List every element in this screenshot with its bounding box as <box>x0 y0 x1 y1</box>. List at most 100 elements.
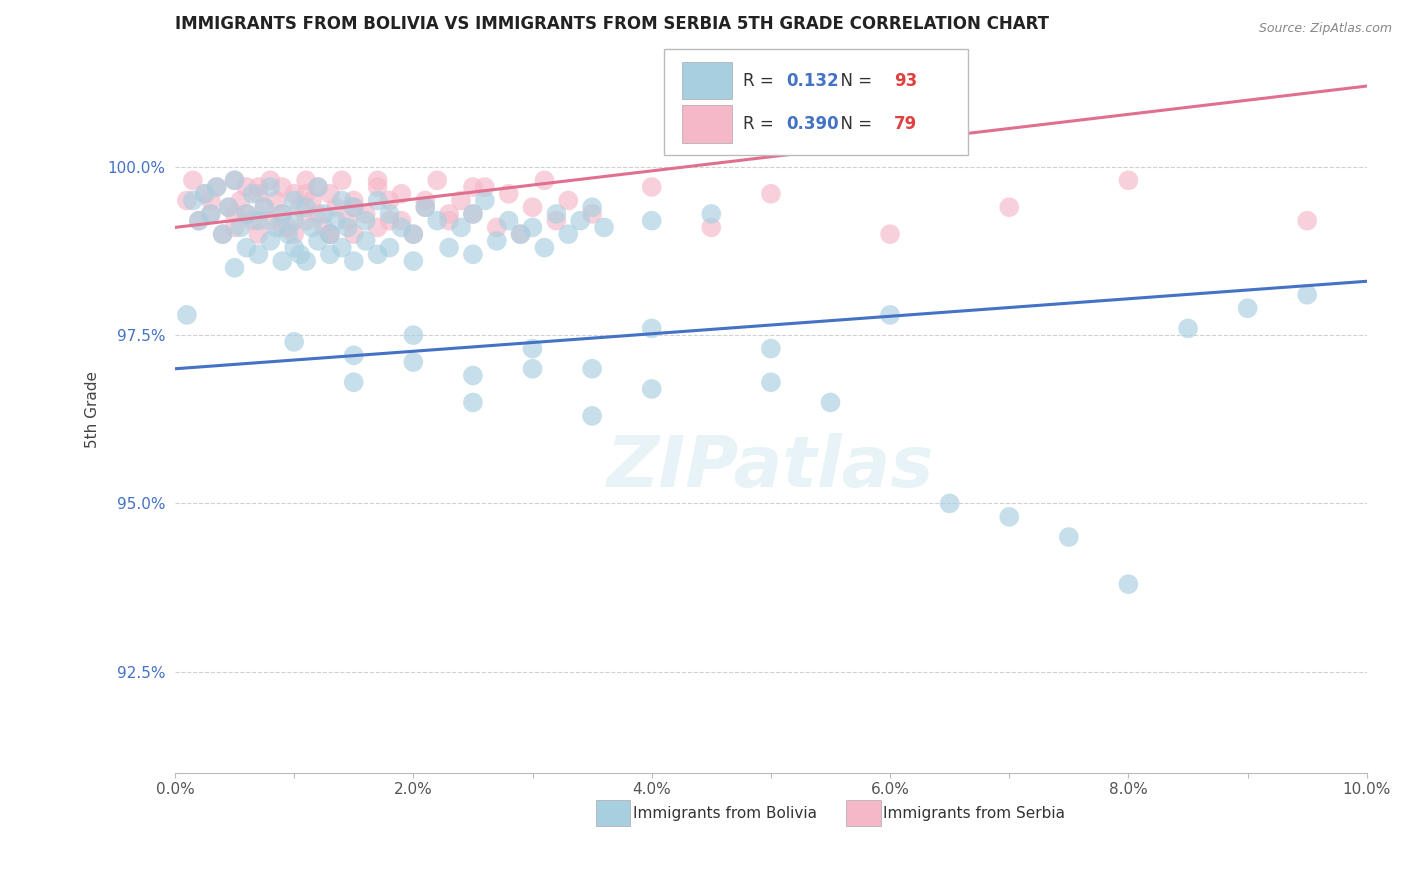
Point <box>235 207 257 221</box>
Text: Immigrants from Bolivia: Immigrants from Bolivia <box>633 805 817 821</box>
Point <box>194 186 217 201</box>
Point <box>259 180 281 194</box>
Point <box>283 227 305 241</box>
Point <box>336 213 359 227</box>
Point <box>461 180 484 194</box>
Point <box>229 194 252 208</box>
Point <box>354 213 377 227</box>
Point <box>557 194 579 208</box>
Point <box>391 213 413 227</box>
Point <box>581 409 603 423</box>
Point <box>235 180 257 194</box>
Point <box>402 227 425 241</box>
Point <box>271 207 294 221</box>
FancyBboxPatch shape <box>682 105 731 143</box>
Point <box>211 227 233 241</box>
Point <box>413 200 436 214</box>
Point <box>461 207 484 221</box>
Point <box>259 173 281 187</box>
Point <box>247 213 270 227</box>
Point <box>391 186 413 201</box>
Text: 93: 93 <box>894 71 917 89</box>
Point <box>391 220 413 235</box>
Point <box>343 200 366 214</box>
Point <box>998 509 1021 524</box>
Point <box>277 220 299 235</box>
Point <box>224 260 246 275</box>
Point <box>295 186 318 201</box>
Point <box>581 361 603 376</box>
Point <box>301 220 323 235</box>
Point <box>367 220 389 235</box>
Point <box>330 173 353 187</box>
Point <box>509 227 531 241</box>
Point <box>312 207 335 221</box>
Point <box>378 213 401 227</box>
Point <box>522 220 544 235</box>
Point <box>1296 287 1319 301</box>
Point <box>461 207 484 221</box>
Point <box>187 213 209 227</box>
Point <box>485 220 508 235</box>
Point <box>176 308 198 322</box>
Point <box>205 180 228 194</box>
Point <box>343 200 366 214</box>
Point <box>426 213 449 227</box>
Point <box>211 227 233 241</box>
Point <box>938 496 960 510</box>
Point <box>259 234 281 248</box>
FancyBboxPatch shape <box>846 800 880 827</box>
Point <box>259 213 281 227</box>
Point <box>336 220 359 235</box>
Text: N =: N = <box>831 71 877 89</box>
Point <box>1118 173 1140 187</box>
Point <box>271 207 294 221</box>
Point <box>247 247 270 261</box>
Point <box>283 334 305 349</box>
Point <box>253 200 276 214</box>
Point <box>546 207 568 221</box>
Point <box>998 200 1021 214</box>
Point <box>319 186 342 201</box>
Point <box>295 254 318 268</box>
Point <box>205 180 228 194</box>
Point <box>474 194 496 208</box>
Text: N =: N = <box>831 115 877 133</box>
Point <box>402 328 425 343</box>
Point <box>301 194 323 208</box>
Point <box>367 194 389 208</box>
Point <box>402 254 425 268</box>
Point <box>461 368 484 383</box>
Point <box>319 227 342 241</box>
Point <box>283 186 305 201</box>
Point <box>522 361 544 376</box>
Point <box>1118 577 1140 591</box>
Point <box>330 194 353 208</box>
Text: 0.132: 0.132 <box>786 71 839 89</box>
Point <box>325 200 347 214</box>
Point <box>378 207 401 221</box>
Point <box>426 173 449 187</box>
Point <box>641 382 664 396</box>
Text: R =: R = <box>744 115 779 133</box>
Point <box>641 180 664 194</box>
Point <box>194 186 217 201</box>
Point <box>402 227 425 241</box>
Point <box>581 207 603 221</box>
Point <box>759 342 782 356</box>
Point <box>283 241 305 255</box>
Point <box>437 207 460 221</box>
Text: 79: 79 <box>894 115 917 133</box>
Point <box>533 241 555 255</box>
Point <box>218 200 240 214</box>
Point <box>378 241 401 255</box>
Point <box>343 254 366 268</box>
Point <box>354 234 377 248</box>
Point <box>759 376 782 390</box>
Point <box>295 173 318 187</box>
Point <box>264 194 287 208</box>
Point <box>450 220 472 235</box>
Point <box>264 220 287 235</box>
Point <box>820 395 842 409</box>
Point <box>367 180 389 194</box>
